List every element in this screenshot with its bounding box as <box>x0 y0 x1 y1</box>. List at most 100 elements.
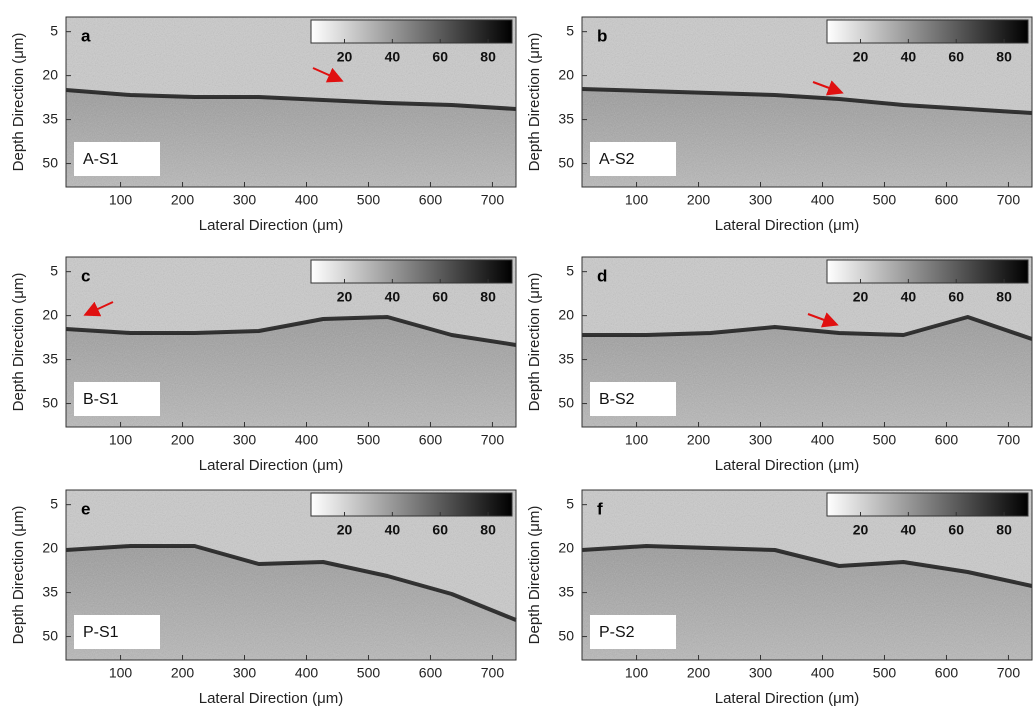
surface-boundary <box>65 88 517 111</box>
colorbar-tick-label: 40 <box>901 49 917 65</box>
x-tick-label: 500 <box>357 665 381 681</box>
sample-label-box <box>590 382 676 416</box>
x-tick-label: 500 <box>873 432 897 448</box>
x-tick-label: 500 <box>357 192 381 208</box>
axes-frame <box>65 16 517 188</box>
x-tick-label: 700 <box>481 432 505 448</box>
x-tick-label: 400 <box>295 432 319 448</box>
panel: 100 200 300 400 500 600 700 5 20 35 50 Lateral Dire… <box>10 256 517 474</box>
colorbar <box>310 19 513 44</box>
colorbar-tick-label: 20 <box>337 522 353 538</box>
x-tick-label: 200 <box>687 432 711 448</box>
x-tick-label: 700 <box>481 665 505 681</box>
panel-letter: b <box>597 26 607 45</box>
x-tick-label: 200 <box>171 665 195 681</box>
panel: 100 200 300 400 500 600 700 5 20 35 50 Lateral Dire… <box>526 489 1033 707</box>
x-tick-label: 600 <box>935 192 959 208</box>
x-axis-label: Lateral Direction (μm) <box>199 457 344 474</box>
colorbar-tick-label: 60 <box>432 49 448 65</box>
sample-label-box <box>590 142 676 176</box>
colorbar-tick-label: 80 <box>480 49 496 65</box>
y-tick-label: 5 <box>566 262 574 278</box>
x-tick-label: 400 <box>295 665 319 681</box>
x-tick-label: 300 <box>233 665 257 681</box>
colorbar <box>826 259 1029 284</box>
y-tick-label: 5 <box>50 22 58 38</box>
y-axis-label: Depth Direction (μm) <box>526 273 543 412</box>
arrow <box>312 67 344 83</box>
surface-boundary <box>581 87 1033 115</box>
x-tick-label: 700 <box>481 192 505 208</box>
colorbar-tick-label: 20 <box>337 289 353 305</box>
y-tick-label: 35 <box>42 350 58 366</box>
y-tick-label: 50 <box>558 627 574 643</box>
colorbar-tick-label: 40 <box>901 522 917 538</box>
x-tick-label: 200 <box>687 192 711 208</box>
colorbar-tick-label: 80 <box>480 289 496 305</box>
panel: 100 200 300 400 500 600 700 5 20 35 50 Lateral Dire… <box>526 256 1033 474</box>
colorbar-tick-label: 20 <box>337 49 353 65</box>
panel: 100 200 300 400 500 600 700 5 20 35 50 Lateral Dire… <box>526 16 1033 234</box>
arrow <box>807 312 839 328</box>
x-tick-label: 700 <box>997 192 1021 208</box>
panel-letter: a <box>81 26 91 45</box>
x-axis-label: Lateral Direction (μm) <box>715 217 860 234</box>
y-tick-label: 35 <box>42 110 58 126</box>
x-tick-label: 400 <box>295 192 319 208</box>
colorbar-tick-label: 20 <box>853 49 869 65</box>
x-tick-label: 100 <box>625 192 649 208</box>
x-tick-label: 300 <box>233 432 257 448</box>
surface-boundary <box>581 544 1033 588</box>
colorbar <box>826 19 1029 44</box>
panel-letter: e <box>81 499 90 518</box>
x-tick-label: 600 <box>935 432 959 448</box>
x-tick-label: 100 <box>625 432 649 448</box>
sample-label: A-S2 <box>599 151 635 168</box>
x-tick-label: 700 <box>997 432 1021 448</box>
x-tick-label: 600 <box>419 432 443 448</box>
surface-boundary <box>65 544 517 622</box>
x-tick-label: 400 <box>811 665 835 681</box>
sample-label-box <box>590 615 676 649</box>
y-tick-label: 20 <box>42 539 58 555</box>
y-tick-label: 50 <box>558 154 574 170</box>
y-axis-label: Depth Direction (μm) <box>10 506 27 645</box>
x-tick-label: 200 <box>171 192 195 208</box>
colorbar-tick-label: 60 <box>948 522 964 538</box>
y-tick-label: 5 <box>566 22 574 38</box>
x-tick-label: 600 <box>935 665 959 681</box>
panel: 100 200 300 400 500 600 700 5 20 35 50 Lateral Dire… <box>10 16 517 234</box>
axes-frame <box>65 489 517 661</box>
x-tick-label: 100 <box>109 665 133 681</box>
y-tick-label: 50 <box>42 394 58 410</box>
axes-frame <box>581 16 1033 188</box>
colorbar-tick-label: 80 <box>996 289 1012 305</box>
x-tick-label: 300 <box>749 432 773 448</box>
sample-label: P-S2 <box>599 624 635 641</box>
surface-boundary <box>582 315 1033 341</box>
x-tick-label: 500 <box>357 432 381 448</box>
panel-letter: c <box>81 266 90 285</box>
colorbar-tick-label: 20 <box>853 522 869 538</box>
colorbar-tick-label: 40 <box>901 289 917 305</box>
y-tick-label: 35 <box>558 583 574 599</box>
y-tick-label: 5 <box>566 495 574 511</box>
y-tick-label: 20 <box>42 66 58 82</box>
axes-frame <box>581 489 1033 661</box>
x-tick-label: 500 <box>873 665 897 681</box>
x-axis-label: Lateral Direction (μm) <box>199 217 344 234</box>
sample-label-box <box>74 615 160 649</box>
x-tick-label: 700 <box>997 665 1021 681</box>
colorbar <box>310 492 513 517</box>
surface-boundary <box>65 315 517 347</box>
x-tick-label: 400 <box>811 432 835 448</box>
x-tick-label: 200 <box>171 432 195 448</box>
panel-letter: d <box>597 266 607 285</box>
sample-label-box <box>74 142 160 176</box>
axes-frame <box>581 256 1033 428</box>
y-tick-label: 50 <box>42 154 58 170</box>
x-tick-label: 100 <box>625 665 649 681</box>
y-tick-label: 20 <box>42 306 58 322</box>
x-tick-label: 400 <box>811 192 835 208</box>
